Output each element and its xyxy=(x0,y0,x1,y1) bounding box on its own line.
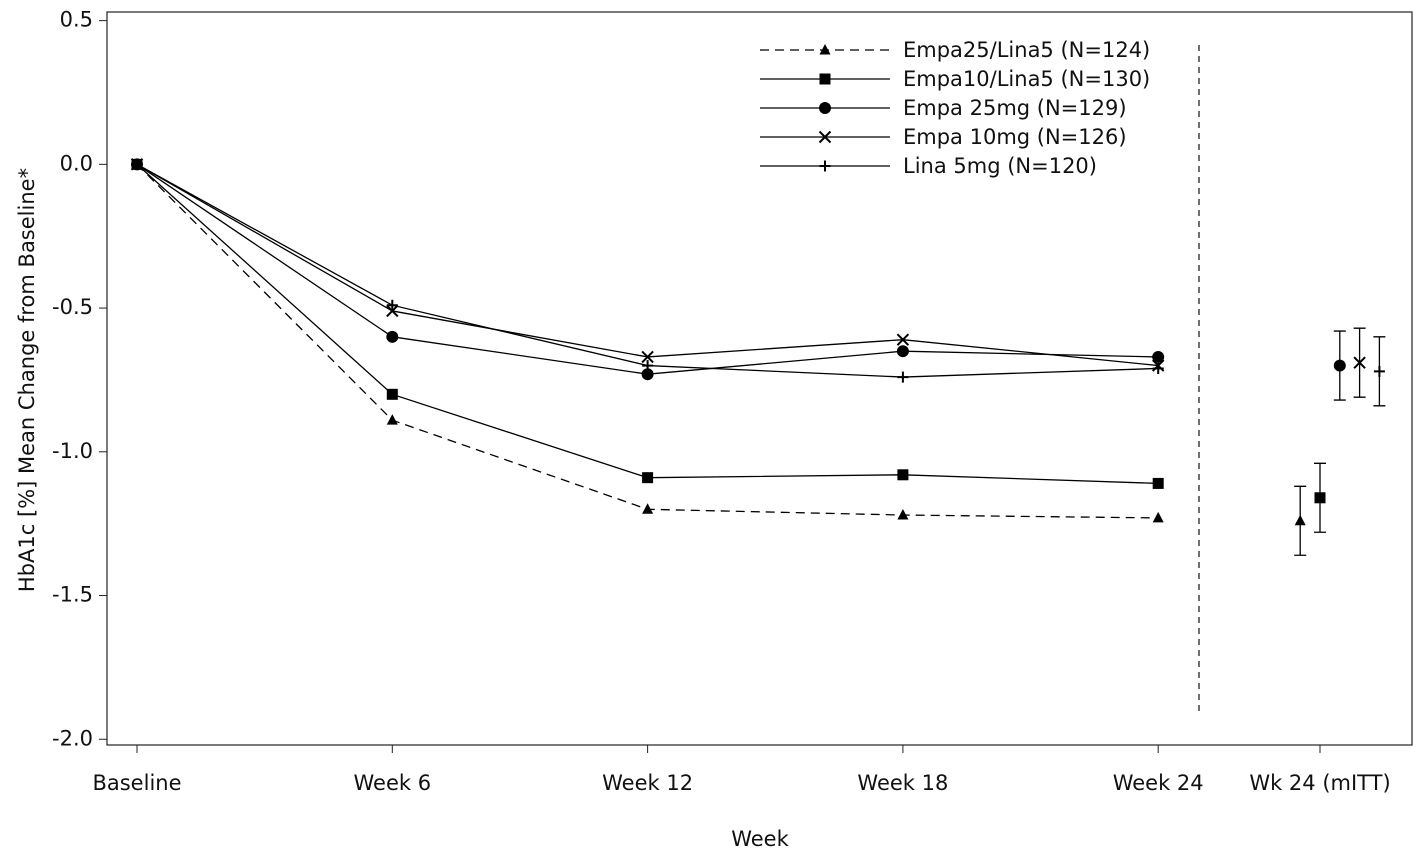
marker xyxy=(896,333,910,346)
series-line xyxy=(136,163,1159,485)
marker xyxy=(819,44,831,55)
legend-label: Empa10/Lina5 (N=130) xyxy=(903,67,1150,91)
marker xyxy=(1152,350,1165,363)
marker xyxy=(1152,477,1164,489)
marker xyxy=(1314,492,1326,504)
marker xyxy=(642,503,654,514)
marker xyxy=(386,414,398,425)
y-tick-label: 0.5 xyxy=(60,8,93,32)
legend-label: Empa 25mg (N=129) xyxy=(903,96,1127,120)
y-tick-label: -2.0 xyxy=(52,726,93,750)
marker xyxy=(386,388,398,400)
marker xyxy=(386,304,399,318)
x-axis-label: Week xyxy=(731,827,789,851)
marker xyxy=(897,469,909,481)
marker xyxy=(1152,511,1164,523)
x-tick-label: Week 6 xyxy=(354,771,432,795)
legend-label: Empa 10mg (N=126) xyxy=(903,125,1127,149)
marker xyxy=(1373,365,1385,377)
marker xyxy=(641,350,654,364)
marker xyxy=(818,130,832,144)
y-axis-label: HbA1c [%] Mean Change from Baseline* xyxy=(15,168,39,592)
legend-label: Lina 5mg (N=120) xyxy=(903,154,1097,178)
marker xyxy=(896,345,909,358)
marker xyxy=(819,102,831,114)
marker xyxy=(819,73,831,85)
y-tick-label: -1.5 xyxy=(52,583,93,607)
x-tick-label: Week 18 xyxy=(857,771,948,795)
series-line xyxy=(136,163,1159,519)
marker xyxy=(642,360,654,372)
series-line xyxy=(136,163,1159,378)
series-line xyxy=(136,163,1159,375)
plot-frame xyxy=(106,11,1413,746)
legend-label: Empa25/Lina5 (N=124) xyxy=(903,38,1150,62)
marker xyxy=(1294,514,1306,526)
marker xyxy=(386,299,398,311)
y-tick-label: -1.0 xyxy=(52,439,93,463)
marker xyxy=(641,368,654,381)
y-tick-label: -0.5 xyxy=(52,295,93,319)
marker xyxy=(1333,359,1346,372)
marker xyxy=(1353,356,1366,369)
marker xyxy=(897,509,909,520)
x-tick-label: Baseline xyxy=(92,771,181,795)
marker xyxy=(819,160,831,172)
marker xyxy=(386,330,399,343)
x-tick-label: Week 12 xyxy=(602,771,693,795)
marker xyxy=(131,158,143,170)
marker xyxy=(1152,362,1164,374)
x-tick-label: Wk 24 (mITT) xyxy=(1249,771,1390,795)
marker xyxy=(642,472,654,484)
x-tick-label: Week 24 xyxy=(1113,771,1204,795)
y-tick-label: 0.0 xyxy=(60,151,93,175)
series-line xyxy=(136,163,1159,367)
marker xyxy=(897,371,909,383)
